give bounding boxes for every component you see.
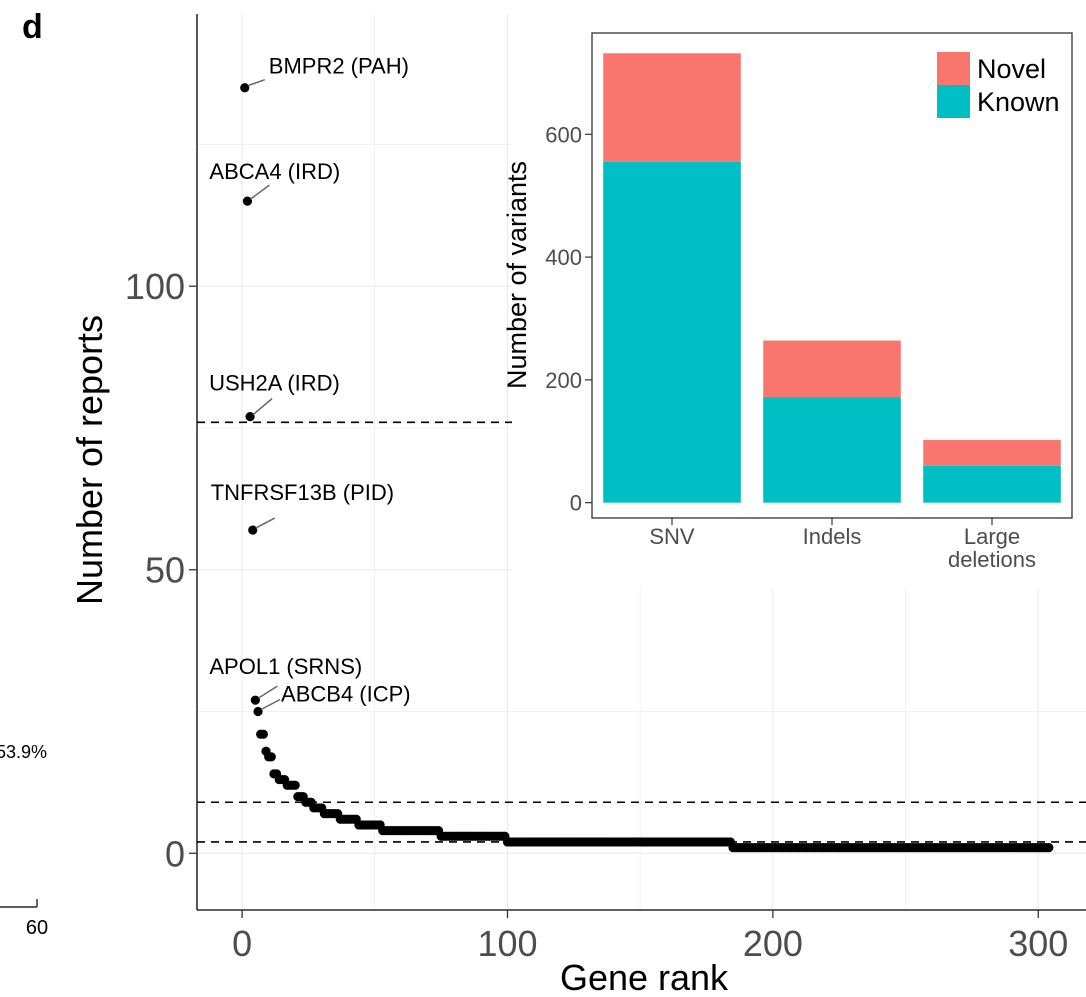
- callout-leader: [249, 184, 270, 200]
- callout-leader: [252, 398, 273, 416]
- inset-x-tick-label: SNV: [649, 524, 695, 549]
- gene-callouts: BMPR2 (PAH) ABCA4 (IRD) USH2A (IRD) TNFRSF1…: [209, 54, 411, 711]
- legend-swatch-known: [937, 85, 970, 118]
- gene-label: APOL1 (SRNS): [209, 654, 362, 679]
- x-tick-label: 0: [232, 923, 252, 964]
- bar-known: [603, 161, 741, 503]
- inset-x-tick-label: deletions: [948, 547, 1036, 572]
- gene-point: [290, 780, 300, 790]
- callout-leader: [257, 685, 278, 699]
- inset-y-tick-label: 400: [545, 245, 582, 270]
- y-tick-label: 50: [145, 550, 185, 591]
- inset-y-axis-title: Number of variants: [502, 161, 532, 389]
- left-fragment-tick-label: 60: [26, 917, 48, 939]
- bar-known: [763, 397, 901, 503]
- legend-label-novel: Novel: [977, 54, 1046, 84]
- legend-label-known: Known: [977, 87, 1060, 117]
- gene-label: USH2A (IRD): [209, 371, 340, 396]
- x-tick-label: 300: [1008, 923, 1068, 964]
- inset-y-tick-label: 200: [545, 368, 582, 393]
- bar-novel: [923, 440, 1061, 466]
- labeled-gene-point: [245, 412, 255, 422]
- y-tick-label: 0: [165, 833, 185, 874]
- bar-novel: [603, 53, 741, 162]
- gene-point: [266, 752, 276, 762]
- labeled-gene-point: [240, 83, 250, 93]
- inset-y-tick-label: 0: [570, 491, 582, 516]
- gene-label: TNFRSF13B (PID): [211, 480, 394, 505]
- panel-letter: d: [22, 8, 43, 46]
- left-fragment-percent: 53.9%: [0, 742, 47, 762]
- labeled-gene-point: [248, 525, 258, 535]
- labeled-gene-point: [242, 196, 253, 206]
- x-axis-title: Gene rank: [560, 957, 729, 997]
- bar-novel: [763, 340, 901, 398]
- inset-bars: [603, 53, 1061, 503]
- legend-swatch-novel: [937, 52, 970, 85]
- gene-label: ABCB4 (ICP): [281, 682, 411, 707]
- x-tick-label: 100: [477, 923, 537, 964]
- bar-known: [923, 465, 1061, 503]
- gene-point: [258, 729, 268, 739]
- inset-y-tick-label: 600: [545, 122, 582, 147]
- callout-leader: [247, 79, 266, 87]
- gene-points: [240, 83, 1054, 853]
- gene-point: [1044, 843, 1054, 853]
- gene-label: ABCA4 (IRD): [209, 159, 340, 184]
- main-chart: BMPR2 (PAH) ABCA4 (IRD) USH2A (IRD) TNFRSF1…: [69, 14, 1086, 997]
- x-tick-label: 200: [743, 923, 803, 964]
- main-axes: 0 100 200 300 0 50 100: [125, 14, 1086, 964]
- gene-label: BMPR2 (PAH): [269, 54, 409, 79]
- callout-leader: [255, 517, 276, 529]
- labeled-gene-point: [253, 706, 263, 717]
- y-tick-label: 100: [125, 266, 185, 307]
- labeled-gene-point: [250, 695, 260, 705]
- inset-x-tick-label: Indels: [803, 524, 862, 549]
- y-axis-title: Number of reports: [69, 315, 110, 605]
- callout-leader: [260, 698, 281, 711]
- inset-x-tick-label: Large: [964, 524, 1020, 549]
